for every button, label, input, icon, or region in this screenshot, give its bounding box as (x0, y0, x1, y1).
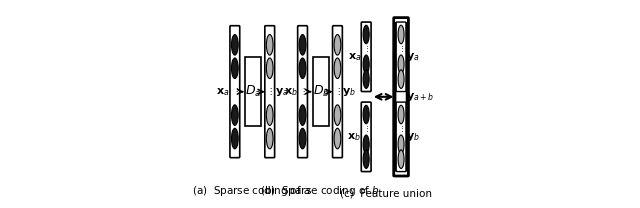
Text: $\mathbf{x}_b$: $\mathbf{x}_b$ (284, 86, 298, 98)
Ellipse shape (334, 105, 340, 125)
Text: $\mathbf{x}_b$: $\mathbf{x}_b$ (348, 131, 361, 143)
Ellipse shape (363, 70, 369, 88)
Ellipse shape (363, 55, 369, 73)
Ellipse shape (300, 35, 306, 55)
FancyBboxPatch shape (361, 102, 371, 172)
Text: $D_b$: $D_b$ (313, 84, 330, 99)
Ellipse shape (398, 70, 404, 88)
Ellipse shape (398, 105, 404, 124)
Ellipse shape (266, 58, 273, 79)
Ellipse shape (398, 55, 404, 73)
Ellipse shape (398, 150, 404, 168)
Ellipse shape (266, 128, 273, 149)
Text: $\vdots$: $\vdots$ (398, 125, 404, 134)
Text: (a)  Sparse coding of $a$: (a) Sparse coding of $a$ (193, 184, 311, 198)
Ellipse shape (363, 105, 369, 124)
Ellipse shape (363, 25, 369, 44)
Ellipse shape (232, 105, 238, 125)
Ellipse shape (334, 128, 340, 149)
Ellipse shape (334, 35, 340, 55)
Text: $\mathbf{y}_a$: $\mathbf{y}_a$ (406, 51, 420, 63)
Ellipse shape (363, 150, 369, 168)
FancyBboxPatch shape (313, 57, 329, 126)
Ellipse shape (300, 128, 306, 149)
Ellipse shape (232, 128, 238, 149)
Ellipse shape (232, 58, 238, 79)
FancyBboxPatch shape (333, 26, 342, 158)
Text: $\vdots$: $\vdots$ (398, 45, 404, 54)
Text: $\vdots$: $\vdots$ (334, 86, 340, 97)
FancyBboxPatch shape (396, 102, 406, 172)
Text: $\mathbf{x}_a$: $\mathbf{x}_a$ (216, 86, 230, 98)
Ellipse shape (398, 135, 404, 154)
Text: $D_a$: $D_a$ (245, 84, 262, 99)
FancyBboxPatch shape (265, 26, 275, 158)
FancyBboxPatch shape (396, 22, 406, 92)
Ellipse shape (398, 25, 404, 44)
FancyBboxPatch shape (361, 22, 371, 92)
FancyBboxPatch shape (298, 26, 307, 158)
Ellipse shape (232, 35, 238, 55)
Ellipse shape (266, 35, 273, 55)
Ellipse shape (334, 58, 340, 79)
Ellipse shape (300, 58, 306, 79)
Text: $\mathbf{y}_a$: $\mathbf{y}_a$ (275, 86, 289, 98)
Text: $\mathbf{y}_{a+b}$: $\mathbf{y}_{a+b}$ (406, 91, 435, 103)
Text: $\mathbf{x}_a$: $\mathbf{x}_a$ (348, 51, 361, 63)
Text: $\vdots$: $\vdots$ (364, 45, 369, 54)
FancyBboxPatch shape (245, 57, 261, 126)
FancyBboxPatch shape (394, 18, 408, 176)
Ellipse shape (266, 105, 273, 125)
FancyBboxPatch shape (396, 23, 406, 171)
Text: $\vdots$: $\vdots$ (232, 86, 238, 97)
FancyBboxPatch shape (230, 26, 240, 158)
Text: (b)  Sparse coding of $b$: (b) Sparse coding of $b$ (260, 184, 380, 198)
Text: $\vdots$: $\vdots$ (266, 86, 273, 97)
Text: (c)  Feature union: (c) Feature union (340, 188, 431, 198)
Ellipse shape (363, 135, 369, 154)
Text: $\mathbf{y}_b$: $\mathbf{y}_b$ (342, 86, 356, 98)
Text: $\vdots$: $\vdots$ (300, 86, 306, 97)
Text: $\mathbf{y}_b$: $\mathbf{y}_b$ (406, 131, 420, 143)
Text: $\vdots$: $\vdots$ (364, 125, 369, 134)
Ellipse shape (300, 105, 306, 125)
